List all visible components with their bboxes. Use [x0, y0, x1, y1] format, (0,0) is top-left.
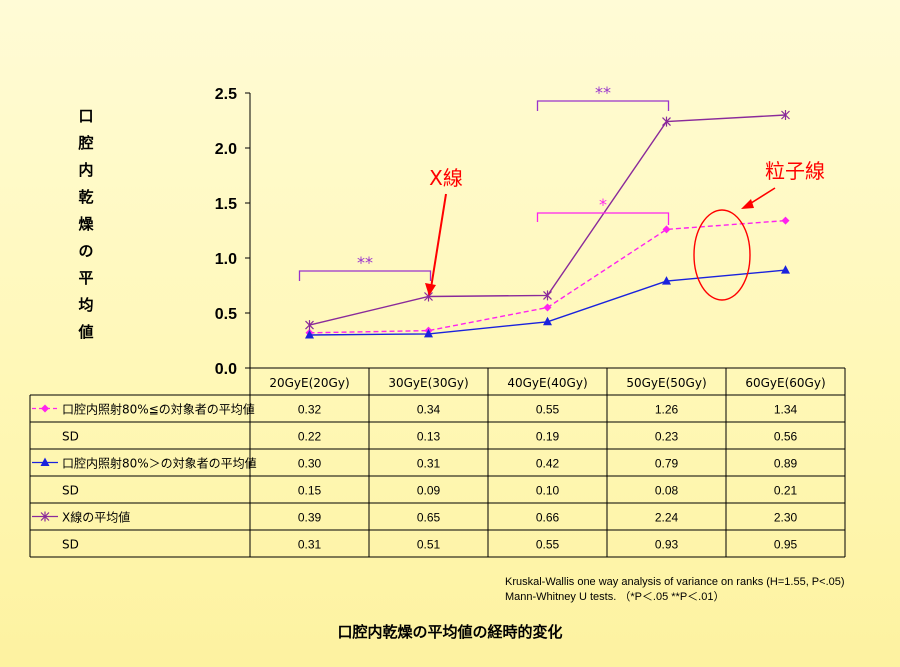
- legend-marker: [41, 404, 49, 413]
- y-tick-label: 0.0: [215, 361, 237, 378]
- notes-line-1: Kruskal-Wallis one way analysis of varia…: [505, 576, 845, 588]
- data-point: [662, 276, 671, 285]
- y-axis-label-char: 内: [78, 161, 93, 179]
- annotation-xray: X線: [429, 166, 463, 190]
- y-axis-label-char: 燥: [78, 215, 94, 233]
- table-cell: 0.13: [417, 430, 441, 444]
- annotation-arrow: [747, 187, 776, 206]
- data-point: [305, 320, 314, 331]
- x-category-label: 20GyE(20Gy): [269, 376, 349, 390]
- data-point: [543, 303, 552, 312]
- data-point: [781, 110, 790, 120]
- x-category-label: 30GyE(30Gy): [388, 376, 468, 390]
- table-cell: 0.21: [774, 484, 798, 498]
- y-axis-label-char: 腔: [77, 134, 93, 152]
- table-row-label: SD: [62, 430, 79, 444]
- table-cell: 0.15: [298, 484, 322, 498]
- x-category-label: 40GyE(40Gy): [507, 376, 587, 390]
- legend-marker: [40, 457, 50, 466]
- table-cell: 0.79: [655, 457, 679, 471]
- bracket-line: [536, 100, 670, 111]
- data-point: [662, 225, 671, 234]
- y-axis-label-char: 平: [78, 269, 93, 287]
- y-axis-label-char: 均: [78, 296, 93, 314]
- table-row-label: 口腔内照射80%≦の対象者の平均値: [62, 402, 255, 417]
- table-cell: 0.22: [298, 430, 322, 444]
- significance-bracket: **: [536, 83, 670, 111]
- data-point: [543, 290, 552, 301]
- x-category-label: 50GyE(50Gy): [626, 376, 706, 390]
- bracket-line: [536, 212, 670, 225]
- table-cell: 0.55: [536, 403, 560, 417]
- annotation-ellipse: [693, 209, 751, 301]
- significance-bracket: *: [536, 195, 670, 225]
- y-tick-label: 2.0: [215, 141, 237, 158]
- data-point: [781, 216, 790, 225]
- table-cell: 0.23: [655, 430, 679, 444]
- significance-mark: *: [599, 195, 607, 214]
- table-cell: 0.31: [298, 538, 322, 552]
- table-cell: 0.30: [298, 457, 322, 471]
- x-category-label: 60GyE(60Gy): [745, 376, 825, 390]
- data-point: [305, 330, 314, 339]
- significance-bracket: **: [298, 253, 432, 281]
- table-cell: 0.89: [774, 457, 798, 471]
- table-cell: 0.31: [417, 457, 441, 471]
- y-tick-label: 2.5: [215, 86, 237, 103]
- table-row-label: X線の平均値: [62, 510, 130, 525]
- annotation-arrowhead: [425, 283, 436, 296]
- legend-marker: [40, 511, 50, 522]
- y-axis-label-char: 乾: [78, 188, 93, 206]
- table-cell: 0.39: [298, 511, 322, 525]
- table-row-label: 口腔内照射80%＞の対象者の平均値: [62, 456, 257, 471]
- annotation-particle: 粒子線: [765, 159, 825, 183]
- y-tick-label: 1.0: [215, 251, 237, 268]
- statistics-notes: Kruskal-Wallis one way analysis of varia…: [505, 575, 845, 605]
- table-cell: 0.93: [655, 538, 679, 552]
- data-point: [781, 265, 790, 274]
- table-cell: 0.42: [536, 457, 560, 471]
- y-tick-label: 0.5: [215, 306, 237, 323]
- table-cell: 0.08: [655, 484, 679, 498]
- significance-mark: **: [357, 253, 373, 272]
- table-cell: 1.34: [774, 403, 798, 417]
- chart-title: 口腔内乾燥の平均値の経時的変化: [337, 623, 563, 641]
- annotation-arrowhead: [741, 199, 754, 209]
- table-row-label: SD: [62, 538, 79, 552]
- table-cell: 0.32: [298, 403, 322, 417]
- table-cell: 0.95: [774, 538, 798, 552]
- table-cell: 0.19: [536, 430, 560, 444]
- data-point: [543, 316, 552, 326]
- table-cell: 1.26: [655, 403, 679, 417]
- annotation-arrow: [430, 193, 447, 289]
- notes-line-2: Mann-Whitney U tests. （*P＜.05 **P＜.01）: [505, 591, 725, 603]
- table-cell: 0.66: [536, 511, 560, 525]
- y-tick-label: 1.5: [215, 196, 237, 213]
- table-row-label: SD: [62, 484, 79, 498]
- y-axis-label-char: 値: [77, 323, 93, 341]
- table-cell: 0.56: [774, 430, 798, 444]
- data-point: [424, 328, 433, 338]
- significance-mark: **: [595, 83, 611, 102]
- bracket-line: [298, 270, 432, 281]
- table-cell: 0.34: [417, 403, 441, 417]
- table-cell: 2.30: [774, 511, 798, 525]
- table-cell: 0.65: [417, 511, 441, 525]
- table-cell: 0.51: [417, 538, 441, 552]
- table-cell: 0.09: [417, 484, 441, 498]
- table-cell: 0.10: [536, 484, 560, 498]
- data-point: [662, 116, 671, 127]
- y-axis-label-char: の: [78, 242, 93, 260]
- y-axis-label-char: 口: [78, 107, 93, 125]
- table-cell: 0.55: [536, 538, 560, 552]
- table-cell: 2.24: [655, 511, 679, 525]
